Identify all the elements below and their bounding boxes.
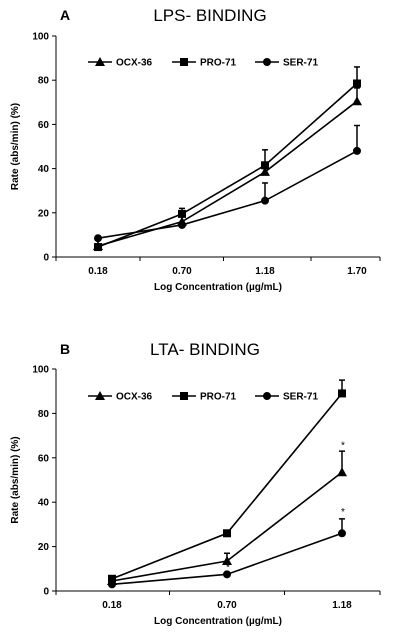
data-point-triangle — [352, 96, 362, 106]
x-tick-label: 0.18 — [88, 266, 108, 277]
x-tick-label: 0.70 — [172, 266, 192, 277]
y-axis-label: Rate (abs/min) (%) — [10, 436, 21, 523]
legend-entry-ser-71: SER-71 — [255, 392, 318, 403]
legend-marker-triangle — [95, 57, 105, 66]
legend-marker-circle — [263, 58, 271, 66]
y-tick-label: 100 — [32, 32, 49, 43]
y-tick-label: 0 — [43, 253, 49, 264]
panel-letter: B — [60, 341, 70, 357]
legend-label: SER-71 — [283, 392, 318, 403]
x-tick-label: 1.70 — [347, 266, 367, 277]
legend-label: OCX-36 — [116, 392, 153, 403]
y-tick-label: 20 — [38, 542, 50, 553]
data-point-square — [338, 389, 346, 398]
series-line — [111, 392, 343, 580]
legend-label: SER-71 — [283, 58, 318, 69]
x-tick-label: 0.70 — [217, 600, 237, 611]
series-line — [97, 82, 358, 248]
x-axis-label: Log Concentration (µg/mL) — [154, 282, 282, 293]
y-tick-label: 100 — [32, 365, 49, 376]
y-tick-label: 40 — [38, 498, 50, 509]
y-tick-label: 60 — [38, 453, 50, 464]
data-point-square — [353, 79, 361, 88]
data-point-triangle — [222, 556, 232, 566]
legend-label: PRO-71 — [200, 392, 237, 403]
legend-marker-triangle — [95, 391, 105, 400]
legend-label: PRO-71 — [200, 58, 237, 69]
y-tick-label: 60 — [38, 120, 50, 131]
data-point-circle — [338, 529, 346, 538]
legend-entry-pro-71: PRO-71 — [172, 392, 237, 403]
y-tick-label: 20 — [38, 208, 50, 219]
series-line — [97, 100, 358, 247]
y-tick-label: 80 — [38, 409, 50, 420]
panel-letter: A — [60, 7, 70, 23]
data-point-square — [223, 529, 231, 538]
data-point-circle — [94, 234, 102, 243]
series-line — [97, 150, 358, 240]
series-pro-71 — [94, 66, 361, 252]
data-point-circle — [108, 580, 116, 589]
legend-entry-ser-71: SER-71 — [255, 58, 318, 69]
chart-title: LTA- BINDING — [150, 340, 260, 359]
data-point-circle — [223, 570, 231, 579]
data-point-triangle — [260, 166, 270, 176]
chart-panel-b: B LTA- BINDING 0 20 40 60 80 100 0.18 0.70 1.18 Log… — [10, 340, 381, 627]
series-ser-71 — [94, 124, 361, 243]
y-axis-label: Rate (abs/min) (%) — [10, 103, 21, 190]
legend-marker-square — [180, 392, 188, 400]
data-point-circle — [261, 196, 269, 205]
y-tick-label: 80 — [38, 76, 50, 87]
x-axis-label: Log Concentration (µg/mL) — [154, 616, 282, 627]
data-point-square — [108, 574, 116, 583]
legend-entry-ocx-36: OCX-36 — [88, 57, 153, 69]
data-point-triangle — [337, 467, 347, 477]
chart-title: LPS- BINDING — [153, 6, 266, 25]
significance-marker: * — [341, 440, 345, 451]
data-point-square — [178, 209, 186, 218]
error-bar — [354, 124, 360, 151]
data-point-square — [261, 161, 269, 170]
legend-marker-circle — [263, 392, 271, 400]
legend-entry-pro-71: PRO-71 — [172, 58, 237, 69]
legend-marker-square — [180, 58, 188, 66]
x-tick-label: 0.18 — [102, 600, 122, 611]
x-tick-label: 1.18 — [255, 266, 275, 277]
chart-panel-a: A LPS- BINDING 0 20 40 60 80 100 0.18 0.70 1.18 1.7… — [10, 6, 381, 293]
legend-entry-ocx-36: OCX-36 — [88, 391, 153, 403]
data-point-circle — [178, 220, 186, 229]
y-tick-label: 40 — [38, 164, 50, 175]
significance-marker: * — [341, 507, 345, 518]
legend-label: OCX-36 — [116, 58, 153, 69]
series-ser-71 — [108, 518, 346, 589]
data-point-circle — [353, 146, 361, 155]
x-tick-label: 1.18 — [332, 600, 352, 611]
series-pro-71 — [108, 379, 346, 583]
y-tick-label: 0 — [43, 587, 49, 598]
significance-marker: * — [226, 563, 230, 574]
series-ocx-36 — [93, 87, 362, 250]
data-point-square — [94, 243, 102, 252]
